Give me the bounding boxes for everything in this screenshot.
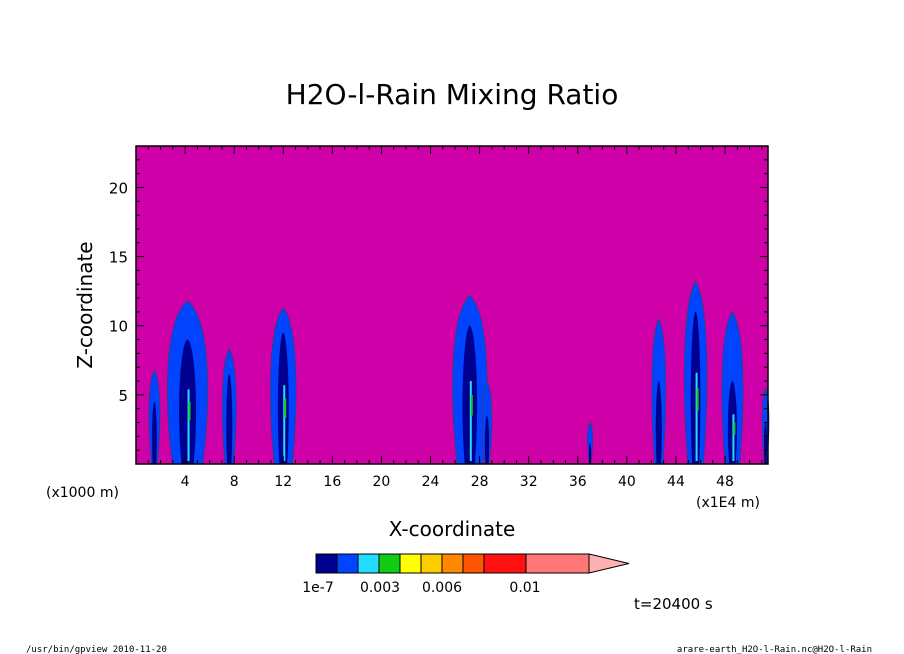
rain-cell-core-5 [484, 415, 490, 464]
colorbar-swatch [441, 553, 464, 574]
x-unit-right: (x1E4 m) [696, 495, 760, 511]
x-tick-label: 24 [422, 474, 440, 490]
colorbar [315, 553, 630, 574]
colorbar-swatch [483, 553, 527, 574]
x-tick-label: 4 [181, 474, 190, 490]
colorbar-label: 0.006 [422, 580, 462, 596]
colorbar-swatch [525, 553, 590, 574]
y-ticks: 5 10 15 20 [109, 159, 768, 451]
plot-frame [135, 145, 769, 465]
x-unit-left: (x1000 m) [46, 485, 119, 501]
colorbar-swatch [462, 553, 485, 574]
rain-cell-core-6 [588, 443, 592, 464]
footer-right: arare-earth_H2O-l-Rain.nc@H2O-l-Rain [677, 645, 872, 654]
time-label: t=20400 s [634, 595, 713, 613]
rain-cell-core-7 [655, 381, 662, 464]
x-tick-label: 40 [618, 474, 636, 490]
colorbar-swatch [420, 553, 443, 574]
colorbar-label: 0.01 [509, 580, 540, 596]
x-tick-label: 44 [667, 474, 685, 490]
x-tick-label: 20 [373, 474, 391, 490]
x-ticks: 4 8 12 16 20 24 28 32 36 40 44 48 [147, 146, 763, 490]
rain-cell-core-10 [764, 422, 768, 464]
rain-cell-core-0 [151, 401, 157, 464]
y-axis-label: Z-coordinate [73, 241, 97, 368]
colorbar-swatch [336, 553, 359, 574]
x-tick-label: 36 [569, 474, 587, 490]
x-tick-label: 12 [274, 474, 292, 490]
y-tick-label: 20 [109, 179, 128, 197]
x-tick-label: 8 [230, 474, 239, 490]
colorbar-labels: 1e-7 0.003 0.006 0.01 [302, 580, 540, 596]
colorbar-swatch [315, 553, 338, 574]
x-tick-label: 32 [520, 474, 538, 490]
colorbar-label: 1e-7 [302, 580, 333, 596]
x-axis-label: X-coordinate [389, 517, 516, 541]
chart-title: H2O-l-Rain Mixing Ratio [286, 78, 619, 111]
rain-cell-core-8 [690, 311, 701, 464]
colorbar-swatch [378, 553, 401, 574]
colorbar-swatch [399, 553, 422, 574]
footer-left: /usr/bin/gpview 2010-11-20 [26, 645, 167, 654]
colorbar-extend-arrow [588, 553, 630, 574]
colorbar-label: 0.003 [360, 580, 400, 596]
x-tick-label: 28 [471, 474, 489, 490]
colorbar-swatch [357, 553, 380, 574]
x-tick-label: 48 [716, 474, 734, 490]
rain-cell-core-2 [226, 374, 233, 464]
y-tick-label: 5 [118, 387, 128, 405]
y-tick-label: 15 [109, 249, 128, 267]
y-tick-label: 10 [109, 318, 128, 336]
x-tick-label: 16 [323, 474, 341, 490]
rain-cells [148, 280, 770, 465]
